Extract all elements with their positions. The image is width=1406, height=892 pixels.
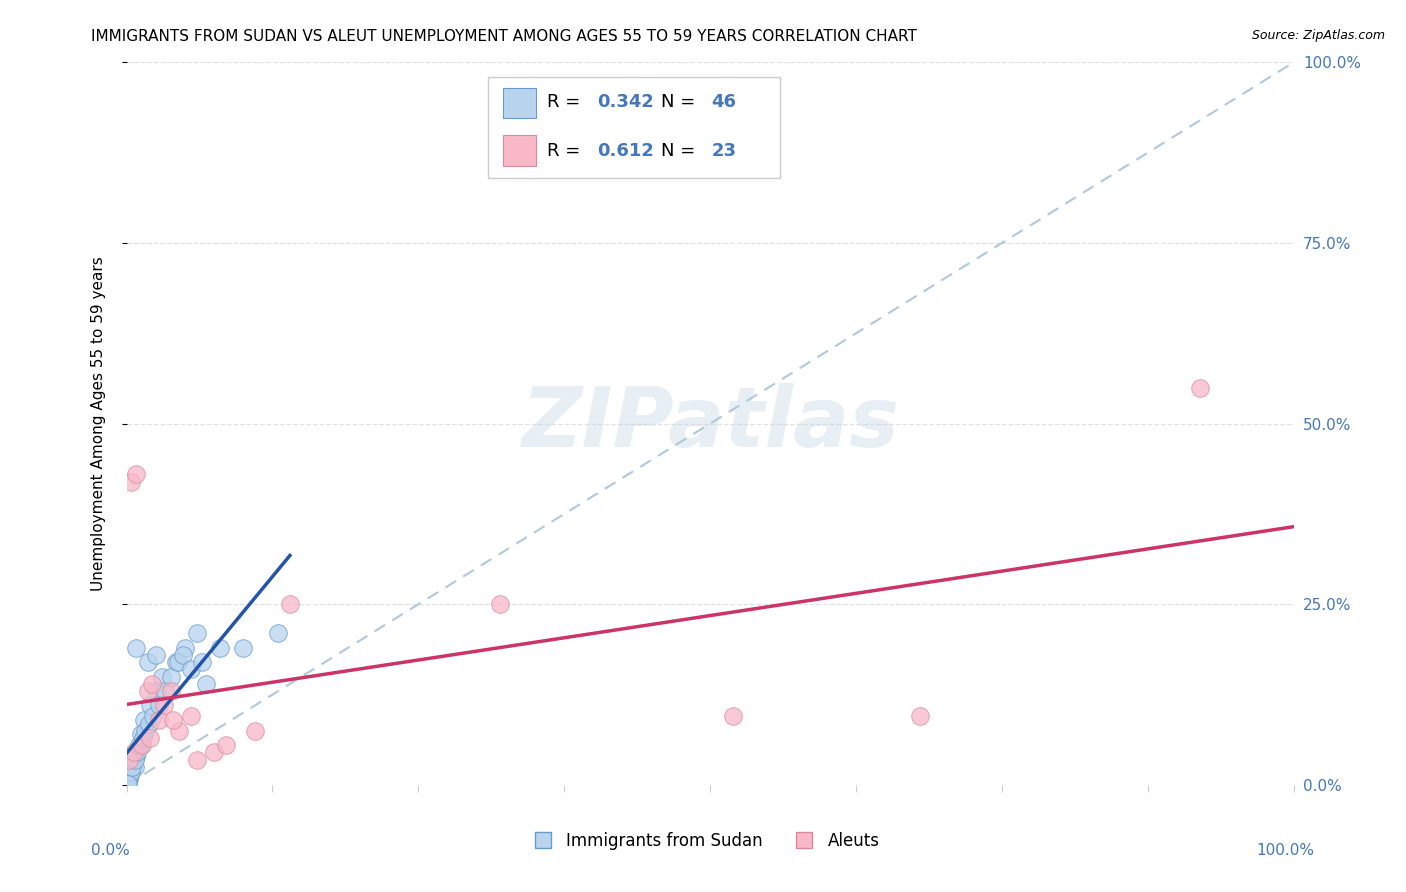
Text: 0.0%: 0.0% — [91, 843, 131, 858]
Point — [145, 648, 167, 662]
Point — [121, 753, 143, 767]
Point — [125, 640, 148, 655]
Point — [118, 767, 141, 781]
Point — [118, 753, 141, 767]
Point — [186, 753, 208, 767]
Point — [160, 684, 183, 698]
Point — [131, 738, 153, 752]
Point — [150, 669, 173, 683]
Text: ZIPatlas: ZIPatlas — [522, 384, 898, 464]
Point — [139, 731, 162, 745]
Point — [125, 746, 148, 760]
Point — [129, 727, 152, 741]
Point — [172, 648, 194, 662]
Point — [136, 655, 159, 669]
Point — [186, 626, 208, 640]
FancyBboxPatch shape — [503, 136, 536, 166]
Point — [267, 626, 290, 640]
Point — [117, 776, 139, 790]
Point — [162, 713, 184, 727]
Point — [153, 684, 176, 698]
Point — [153, 698, 176, 713]
Text: 46: 46 — [711, 93, 737, 112]
Point — [174, 640, 197, 655]
Point — [118, 769, 141, 783]
Point — [138, 716, 160, 731]
Point — [117, 775, 139, 789]
Point — [723, 709, 745, 723]
Point — [208, 640, 231, 655]
Point — [134, 723, 156, 738]
Point — [489, 598, 512, 612]
Point — [122, 746, 145, 760]
Point — [180, 709, 202, 723]
Point — [120, 756, 142, 771]
Point — [124, 760, 146, 774]
Point — [121, 760, 143, 774]
Point — [243, 723, 266, 738]
Text: IMMIGRANTS FROM SUDAN VS ALEUT UNEMPLOYMENT AMONG AGES 55 TO 59 YEARS CORRELATIO: IMMIGRANTS FROM SUDAN VS ALEUT UNEMPLOYM… — [91, 29, 917, 44]
Point — [132, 713, 155, 727]
Point — [136, 684, 159, 698]
Point — [194, 677, 217, 691]
Point — [129, 738, 152, 752]
Point — [125, 749, 148, 764]
Y-axis label: Unemployment Among Ages 55 to 59 years: Unemployment Among Ages 55 to 59 years — [91, 256, 105, 591]
Point — [145, 684, 167, 698]
Point — [167, 655, 190, 669]
FancyBboxPatch shape — [503, 87, 536, 118]
Point — [132, 731, 155, 745]
Text: R =: R = — [547, 142, 586, 160]
Point — [142, 709, 165, 723]
Point — [1189, 380, 1212, 394]
Point — [118, 772, 141, 787]
Legend: Immigrants from Sudan, Aleuts: Immigrants from Sudan, Aleuts — [520, 826, 886, 857]
Point — [165, 655, 187, 669]
Text: 23: 23 — [711, 142, 737, 160]
Point — [122, 753, 145, 767]
Point — [125, 467, 148, 482]
Point — [180, 662, 202, 676]
Text: 0.342: 0.342 — [596, 93, 654, 112]
Point — [148, 713, 170, 727]
Text: 0.612: 0.612 — [596, 142, 654, 160]
Point — [141, 677, 163, 691]
Point — [120, 764, 142, 779]
Text: Source: ZipAtlas.com: Source: ZipAtlas.com — [1251, 29, 1385, 42]
Point — [160, 669, 183, 683]
Point — [118, 749, 141, 764]
Point — [232, 640, 254, 655]
Point — [139, 698, 162, 713]
Point — [215, 738, 238, 752]
Point — [117, 772, 139, 787]
Point — [191, 655, 214, 669]
Point — [118, 764, 141, 778]
Text: N =: N = — [661, 142, 702, 160]
Point — [128, 738, 150, 752]
FancyBboxPatch shape — [488, 77, 780, 178]
Point — [124, 753, 146, 767]
Point — [148, 698, 170, 713]
Text: N =: N = — [661, 93, 702, 112]
Text: R =: R = — [547, 93, 586, 112]
Text: 100.0%: 100.0% — [1257, 843, 1315, 858]
Point — [167, 723, 190, 738]
Point — [278, 598, 301, 612]
Point — [202, 746, 225, 760]
Point — [120, 475, 142, 489]
Point — [115, 776, 138, 790]
Point — [908, 709, 931, 723]
